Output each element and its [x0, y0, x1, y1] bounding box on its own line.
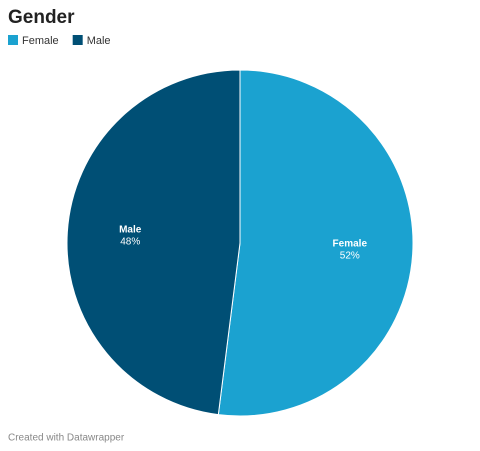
chart-title: Gender — [8, 7, 75, 28]
legend-swatch — [72, 35, 83, 45]
legend-swatch — [8, 35, 18, 45]
slice-value-label: 52% — [340, 251, 360, 262]
slice-value-label: 48% — [120, 237, 140, 248]
slice-category-label: Male — [119, 225, 142, 236]
legend-label: Female — [22, 35, 59, 47]
footer: Created with Datawrapper — [8, 433, 125, 444]
legend-label: Male — [87, 35, 111, 47]
slice-category-label: Female — [333, 239, 368, 250]
pie-slice — [217, 69, 414, 417]
pie-slice — [66, 69, 241, 416]
